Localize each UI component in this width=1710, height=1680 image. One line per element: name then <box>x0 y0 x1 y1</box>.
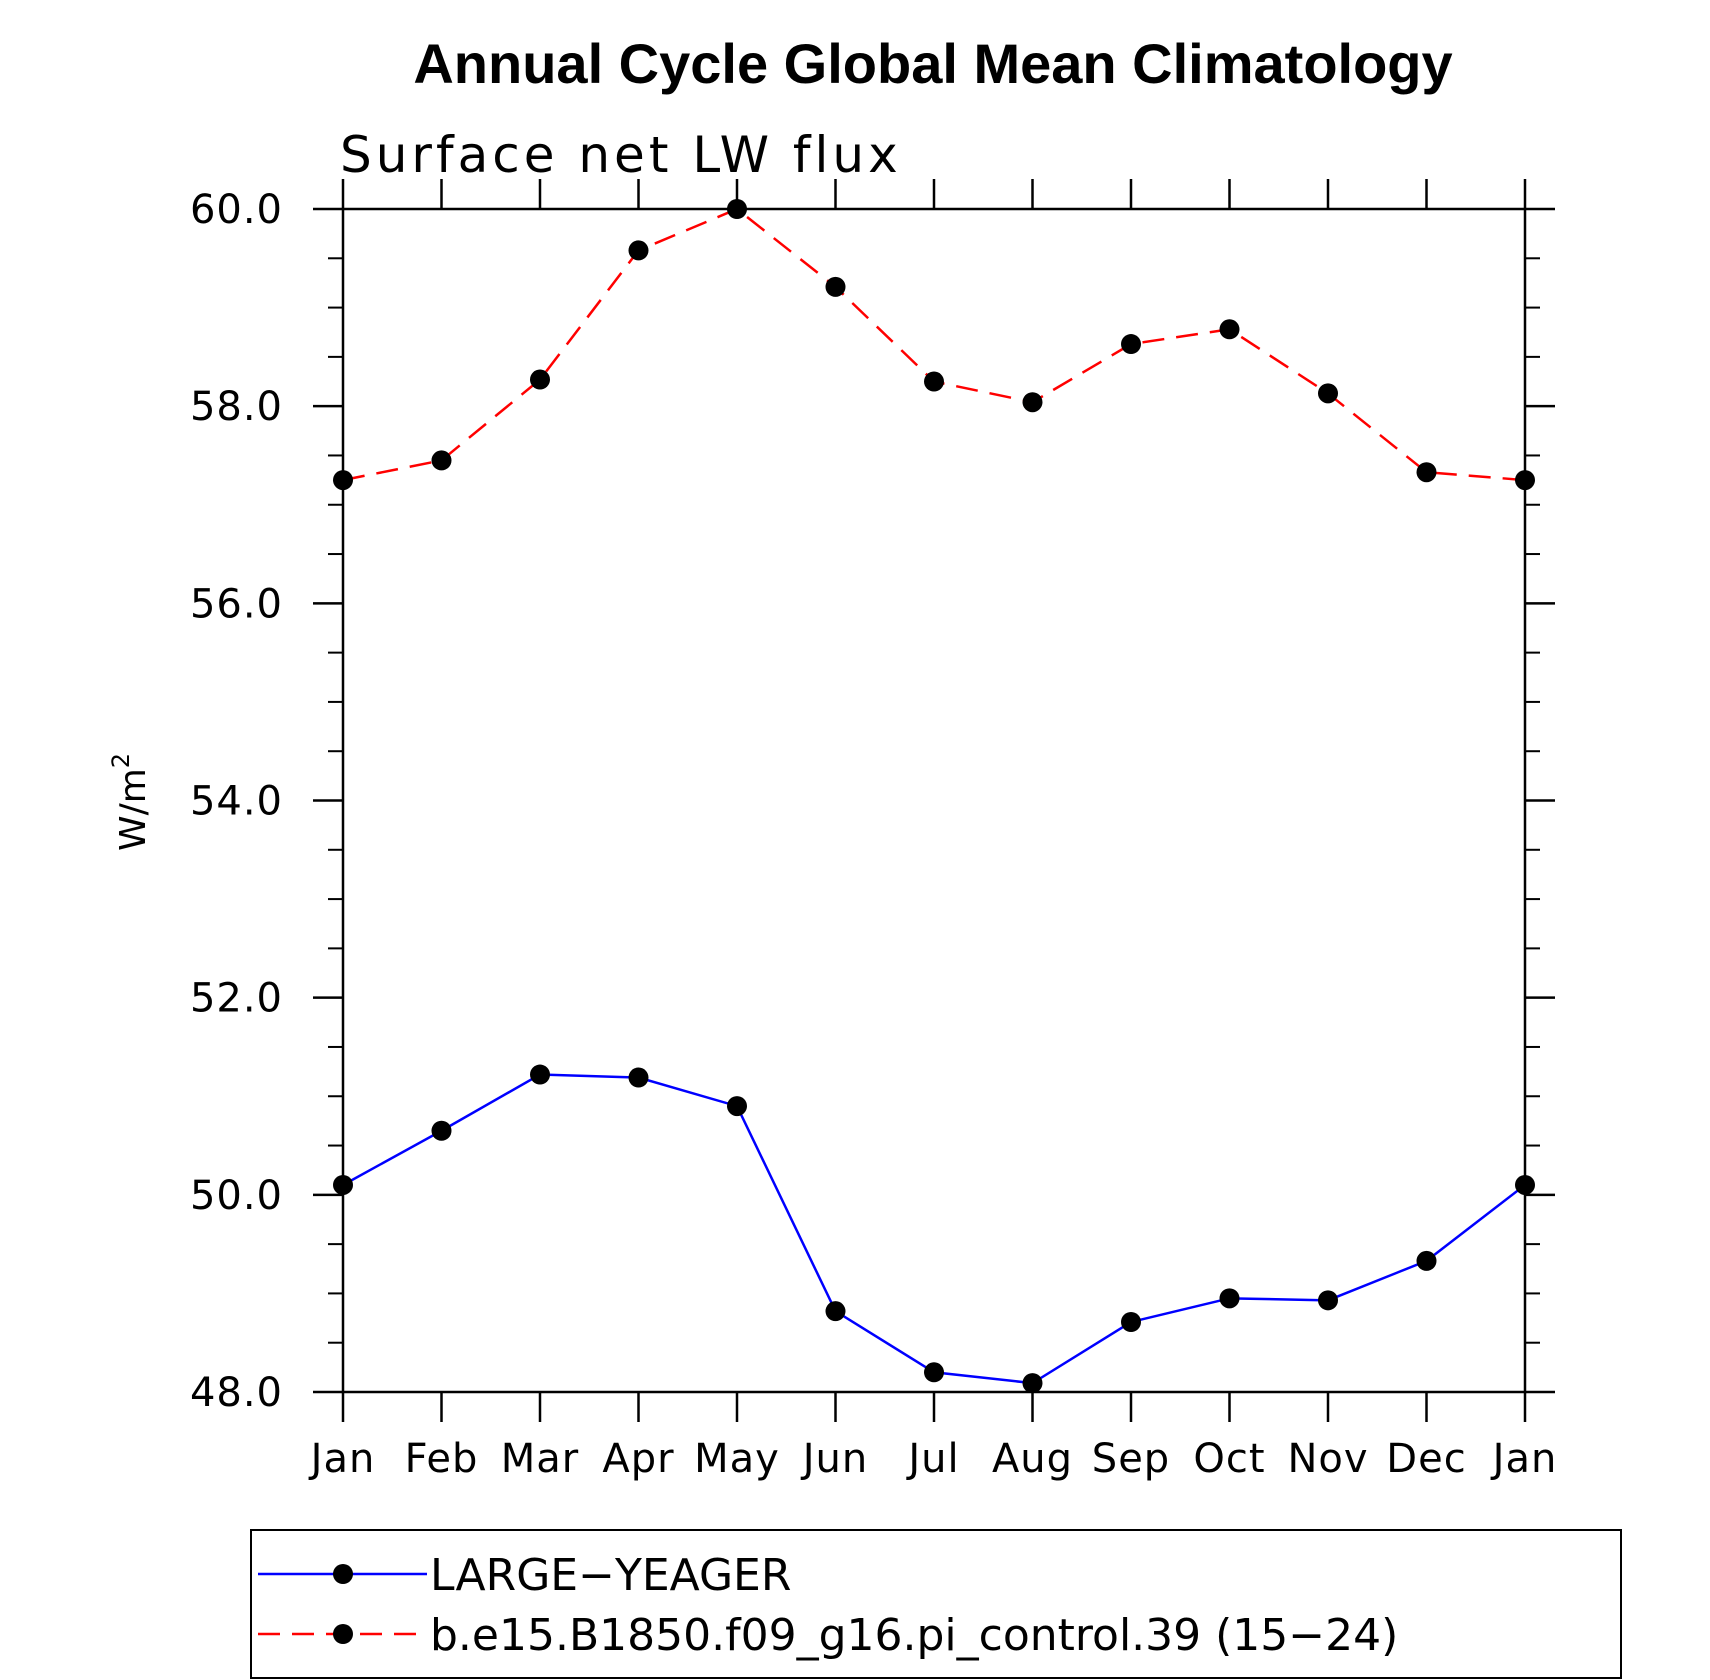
legend-marker <box>333 1564 353 1584</box>
data-point <box>628 240 649 261</box>
x-tick-label: Mar <box>501 1436 579 1482</box>
x-tick-label: Jan <box>1490 1436 1558 1482</box>
data-point <box>825 276 846 297</box>
x-tick-label: Jun <box>800 1436 869 1482</box>
data-point <box>1219 1288 1240 1309</box>
axis-ticks: 48.0 50.0 52.0 54.0 56.0 58.0 60.0 Jan Feb Mar Apr… <box>190 179 1558 1482</box>
y-tick-label: 56.0 <box>190 581 283 627</box>
data-point <box>1515 470 1535 491</box>
legend-box <box>250 1529 1622 1679</box>
series-line <box>342 207 1526 482</box>
data-point <box>431 1120 452 1141</box>
chart-subtitle: Surface net LW flux <box>340 126 902 184</box>
x-tick-label: Apr <box>602 1436 674 1482</box>
x-tick-label: Nov <box>1287 1436 1368 1482</box>
data-point <box>924 371 944 392</box>
y-axis-label-text: W/m <box>113 768 154 851</box>
chart-title: Annual Cycle Global Mean Climatology <box>413 32 1452 95</box>
data-point <box>825 1301 846 1322</box>
data-point <box>1416 1250 1437 1271</box>
x-tick-label: Feb <box>405 1436 479 1482</box>
x-tick-label: Jan <box>308 1436 376 1482</box>
y-tick-label: 48.0 <box>190 1370 283 1416</box>
data-point <box>924 1362 944 1383</box>
data-point <box>628 1067 649 1088</box>
series-1 <box>333 1064 1535 1394</box>
series-2 <box>333 199 1535 491</box>
y-tick-label: 52.0 <box>190 976 283 1022</box>
data-series <box>333 199 1535 1394</box>
data-point <box>1318 1290 1338 1311</box>
y-tick-label: 50.0 <box>190 1173 283 1219</box>
y-axis-label-superscript: 2 <box>107 753 135 768</box>
data-point <box>333 1174 353 1195</box>
data-point <box>333 470 353 491</box>
x-tick-label: Oct <box>1193 1436 1265 1482</box>
data-point <box>1121 1312 1141 1333</box>
x-tick-label: Dec <box>1386 1436 1466 1482</box>
y-axis-label: W/m2 <box>107 753 154 851</box>
legend-label: b.e15.B1850.f09_g16.pi_control.39 (15−24… <box>430 1610 1398 1661</box>
data-point <box>431 450 452 471</box>
data-point <box>1022 392 1043 413</box>
data-point <box>1416 462 1437 483</box>
svg-text:W/m2: W/m2 <box>107 753 154 851</box>
x-tick-label: Sep <box>1092 1436 1170 1482</box>
y-tick-label: 54.0 <box>190 779 283 825</box>
data-point <box>1318 383 1338 404</box>
y-tick-label: 60.0 <box>190 187 283 233</box>
data-point <box>1022 1373 1043 1394</box>
legend-marker <box>333 1624 353 1644</box>
data-point <box>1121 334 1141 355</box>
x-tick-label: May <box>694 1436 780 1482</box>
data-point <box>530 369 550 390</box>
data-point <box>1515 1174 1535 1195</box>
data-point <box>727 199 747 219</box>
y-tick-label: 58.0 <box>190 384 283 430</box>
data-point <box>530 1064 550 1085</box>
legend-label: LARGE−YEAGER <box>430 1550 791 1601</box>
series-line <box>342 1073 1526 1385</box>
x-tick-label: Aug <box>992 1436 1073 1482</box>
data-point <box>727 1096 747 1117</box>
x-tick-label: Jul <box>905 1436 959 1482</box>
data-point <box>1219 319 1240 340</box>
legend: LARGE−YEAGER b.e15.B1850.f09_g16.pi_contr… <box>250 1529 1622 1679</box>
